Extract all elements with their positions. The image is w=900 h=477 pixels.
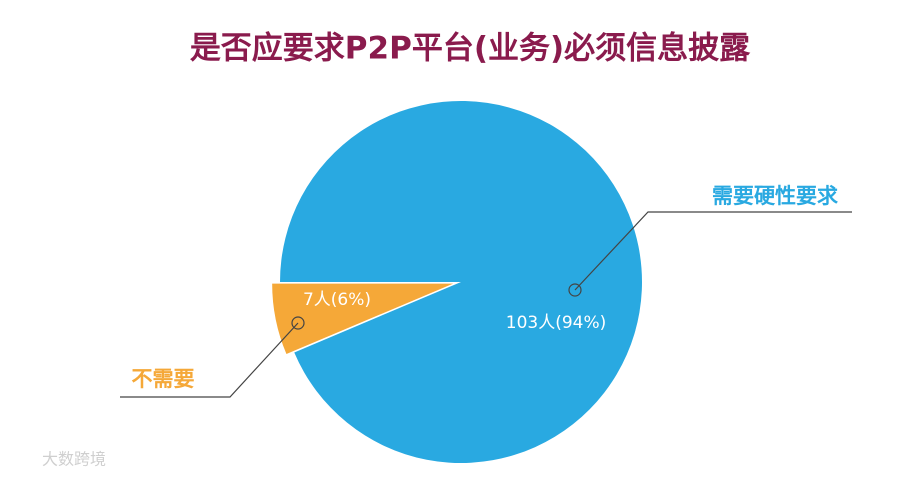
leader-line — [574, 211, 852, 291]
category-label: 需要硬性要求 — [712, 184, 838, 208]
watermark: 大数跨境 — [42, 450, 106, 469]
chart-title: 是否应要求P2P平台(业务)必须信息披露 — [190, 31, 751, 67]
leader-dot — [291, 316, 305, 330]
pie-slice — [280, 101, 642, 464]
value-label: 103人(94%) — [506, 313, 607, 333]
value-label: 7人(6%) — [303, 290, 371, 310]
category-label: 不需要 — [132, 367, 195, 391]
leader-line — [120, 322, 299, 398]
leader-dot — [568, 283, 582, 297]
pie-slice — [272, 283, 454, 355]
